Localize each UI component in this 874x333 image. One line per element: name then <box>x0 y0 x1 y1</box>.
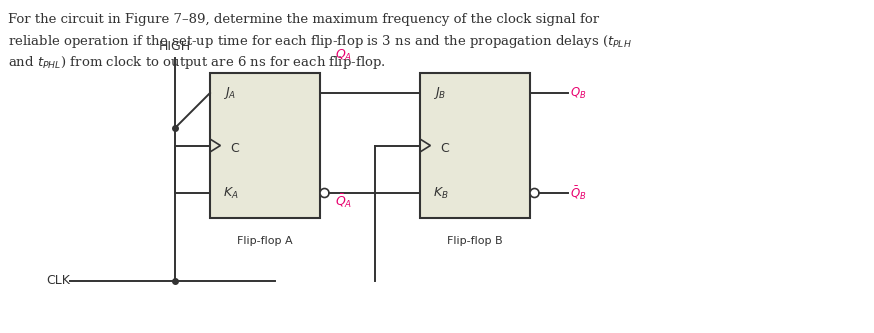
Circle shape <box>320 188 329 197</box>
Text: $\bar{Q}_B$: $\bar{Q}_B$ <box>570 184 586 202</box>
Text: and $t_{PHL}$) from clock to output are 6 ns for each flip-flop.: and $t_{PHL}$) from clock to output are … <box>8 54 385 71</box>
Text: $K_A$: $K_A$ <box>223 185 239 200</box>
Text: C: C <box>230 142 239 155</box>
FancyBboxPatch shape <box>210 73 320 218</box>
Text: For the circuit in Figure 7–89, determine the maximum frequency of the clock sig: For the circuit in Figure 7–89, determin… <box>8 13 599 26</box>
Text: Flip-flop A: Flip-flop A <box>237 236 293 246</box>
Text: $Q_A$: $Q_A$ <box>335 48 352 63</box>
Text: CLK: CLK <box>46 274 70 287</box>
Text: $\bar{Q}_A$: $\bar{Q}_A$ <box>335 192 352 210</box>
Text: $K_B$: $K_B$ <box>433 185 448 200</box>
Text: C: C <box>440 142 448 155</box>
FancyBboxPatch shape <box>420 73 530 218</box>
Text: $J_A$: $J_A$ <box>223 85 236 101</box>
Text: $Q_B$: $Q_B$ <box>570 86 586 101</box>
Circle shape <box>530 188 539 197</box>
Text: Flip-flop B: Flip-flop B <box>447 236 503 246</box>
Text: $J_B$: $J_B$ <box>433 85 447 101</box>
Text: HIGH: HIGH <box>159 40 191 53</box>
Text: reliable operation if the set-up time for each flip-flop is 3 ns and the propaga: reliable operation if the set-up time fo… <box>8 33 632 50</box>
